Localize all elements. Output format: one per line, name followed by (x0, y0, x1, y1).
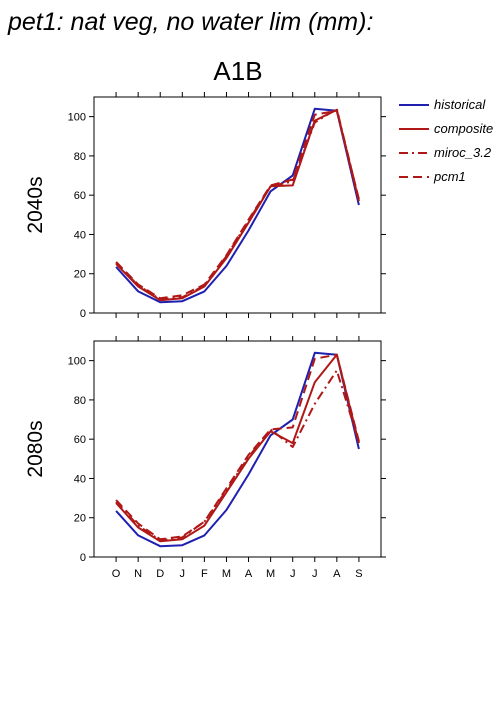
x-tick-label: J (312, 568, 318, 580)
series-line-pcm1 (115, 109, 360, 300)
series-line-composite (115, 108, 360, 302)
y-tick-label: 40 (74, 229, 86, 241)
page-title: pet1: nat veg, no water lim (mm): (8, 8, 374, 36)
x-tick-label: S (355, 568, 362, 580)
series-line-historical (115, 107, 360, 304)
y-tick-label: 0 (80, 308, 86, 320)
y-tick-label: 0 (80, 552, 86, 564)
y-tick-label: 80 (74, 395, 86, 407)
series-line-miroc-3-2 (115, 107, 360, 301)
x-tick-label: N (134, 568, 142, 580)
legend-label: composite (434, 121, 493, 136)
y-tick-label: 20 (74, 269, 86, 281)
x-tick-label: J (290, 568, 296, 580)
x-tick-label: F (201, 568, 208, 580)
x-tick-label: A (245, 568, 253, 580)
series-line-miroc-3-2 (115, 369, 360, 542)
y-tick-label: 100 (68, 356, 86, 368)
series-line-historical (115, 351, 360, 548)
legend-label: miroc_3.2 (434, 145, 492, 160)
y-tick-label: 40 (74, 473, 86, 485)
y-tick-label: 60 (74, 434, 86, 446)
legend-label: historical (434, 97, 486, 112)
y-tick-label: 80 (74, 151, 86, 163)
x-tick-label: A (333, 568, 341, 580)
row-label: 2040s (24, 176, 47, 233)
y-tick-label: 20 (74, 513, 86, 525)
x-tick-label: M (266, 568, 275, 580)
x-tick-label: O (112, 568, 121, 580)
legend-label: pcm1 (433, 169, 466, 184)
series-line-pcm1 (115, 353, 360, 541)
y-tick-label: 100 (68, 112, 86, 124)
x-tick-label: J (180, 568, 186, 580)
plot-frame (93, 96, 382, 314)
y-tick-label: 60 (74, 190, 86, 202)
series-line-composite (115, 353, 360, 543)
scenario-title: A1B (213, 56, 263, 86)
x-tick-label: D (156, 568, 164, 580)
plot-frame (93, 340, 382, 558)
x-tick-label: M (222, 568, 231, 580)
row-label: 2080s (24, 420, 47, 477)
